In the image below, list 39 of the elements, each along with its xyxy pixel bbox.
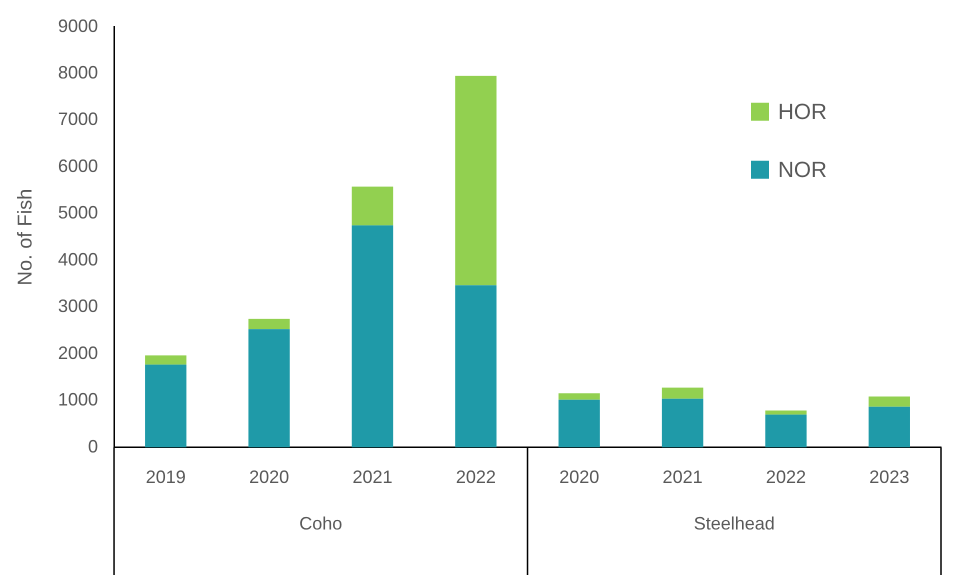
x-tick-label: 2023	[869, 467, 910, 488]
y-tick-label: 0	[88, 436, 98, 456]
y-axis-title: No. of Fish	[14, 188, 37, 286]
bar	[455, 76, 497, 286]
bar	[868, 396, 910, 407]
y-tick-label: 2000	[58, 342, 98, 363]
bar	[455, 285, 497, 448]
legend-label: HOR	[778, 98, 827, 124]
y-tick-label: 6000	[58, 156, 98, 176]
x-tick-label: 2021	[662, 467, 703, 488]
x-tick-label: 2022	[456, 467, 496, 488]
y-tick-label: 3000	[58, 296, 98, 316]
legend-label: NOR	[778, 156, 827, 182]
bar	[868, 406, 910, 448]
y-tick-label: 7000	[58, 109, 98, 130]
bar	[248, 329, 290, 448]
bar	[352, 186, 394, 226]
y-tick-label: 1000	[58, 390, 98, 410]
bar	[352, 225, 394, 448]
x-tick-label: 2022	[766, 467, 806, 488]
bar	[145, 364, 186, 448]
bar	[662, 398, 704, 448]
y-tick-label: 8000	[58, 62, 98, 82]
x-tick-label: 2020	[249, 467, 290, 488]
x-tick-label: 2019	[146, 467, 186, 488]
bar	[248, 318, 290, 330]
bar	[662, 388, 704, 399]
bar	[145, 355, 186, 365]
x-tick-label: 2020	[559, 467, 600, 488]
y-tick-label: 5000	[58, 202, 98, 223]
y-tick-label: 4000	[58, 249, 98, 270]
x-tick-label: 2021	[352, 467, 392, 488]
bar	[558, 393, 600, 400]
text: Steelhead	[694, 513, 775, 534]
text: Coho	[299, 513, 342, 534]
y-tick-label: 9000	[58, 16, 98, 36]
bar	[765, 414, 807, 448]
bar	[765, 410, 807, 415]
bar	[558, 400, 600, 448]
